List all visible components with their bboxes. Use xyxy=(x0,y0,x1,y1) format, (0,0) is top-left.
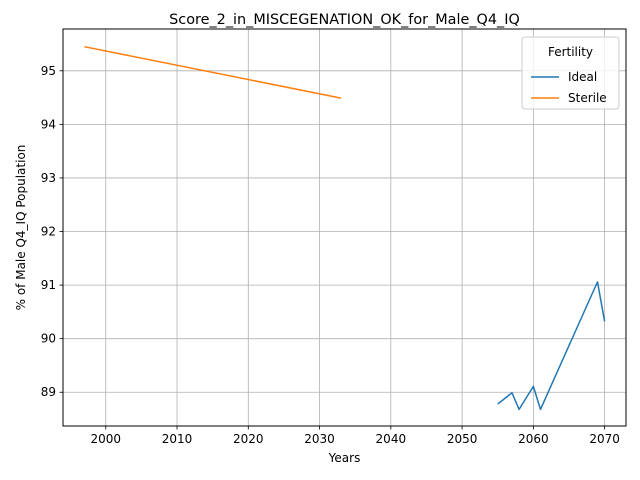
x-tick-label: 2030 xyxy=(304,432,335,446)
y-tick-label: 95 xyxy=(41,64,56,78)
x-tick-label: 2010 xyxy=(162,432,193,446)
y-tick-label: 89 xyxy=(41,385,56,399)
y-axis-label: % of Male Q4_IQ Population xyxy=(14,145,28,311)
y-tick-label: 94 xyxy=(41,117,56,131)
legend: Fertility Ideal Sterile xyxy=(521,36,620,110)
y-tick-label: 90 xyxy=(41,332,56,346)
x-tick-label: 2070 xyxy=(589,432,620,446)
legend-label-ideal: Ideal xyxy=(568,70,597,84)
x-tick-label: 2050 xyxy=(447,432,478,446)
y-axis-ticks: 89 90 91 92 93 94 95 xyxy=(41,64,63,399)
x-axis-ticks: 2000 2010 2020 2030 2040 2050 2060 2070 xyxy=(90,426,620,446)
series-line-sterile xyxy=(84,45,342,99)
legend-label-sterile: Sterile xyxy=(568,91,607,105)
plot-frame xyxy=(62,28,627,427)
x-tick-label: 2060 xyxy=(518,432,549,446)
series-line-ideal xyxy=(497,281,606,411)
legend-title: Fertility xyxy=(548,45,593,59)
x-tick-label: 2040 xyxy=(376,432,407,446)
y-tick-label: 91 xyxy=(41,278,56,292)
series-lines xyxy=(84,45,606,411)
x-tick-label: 2000 xyxy=(90,432,121,446)
chart-title: Score_2_in_MISCEGENATION_OK_for_Male_Q4_… xyxy=(169,12,520,28)
x-tick-label: 2020 xyxy=(233,432,264,446)
x-axis-label: Years xyxy=(328,451,361,465)
y-tick-label: 93 xyxy=(41,171,56,185)
legend-box xyxy=(521,36,620,110)
y-tick-label: 92 xyxy=(41,225,56,239)
